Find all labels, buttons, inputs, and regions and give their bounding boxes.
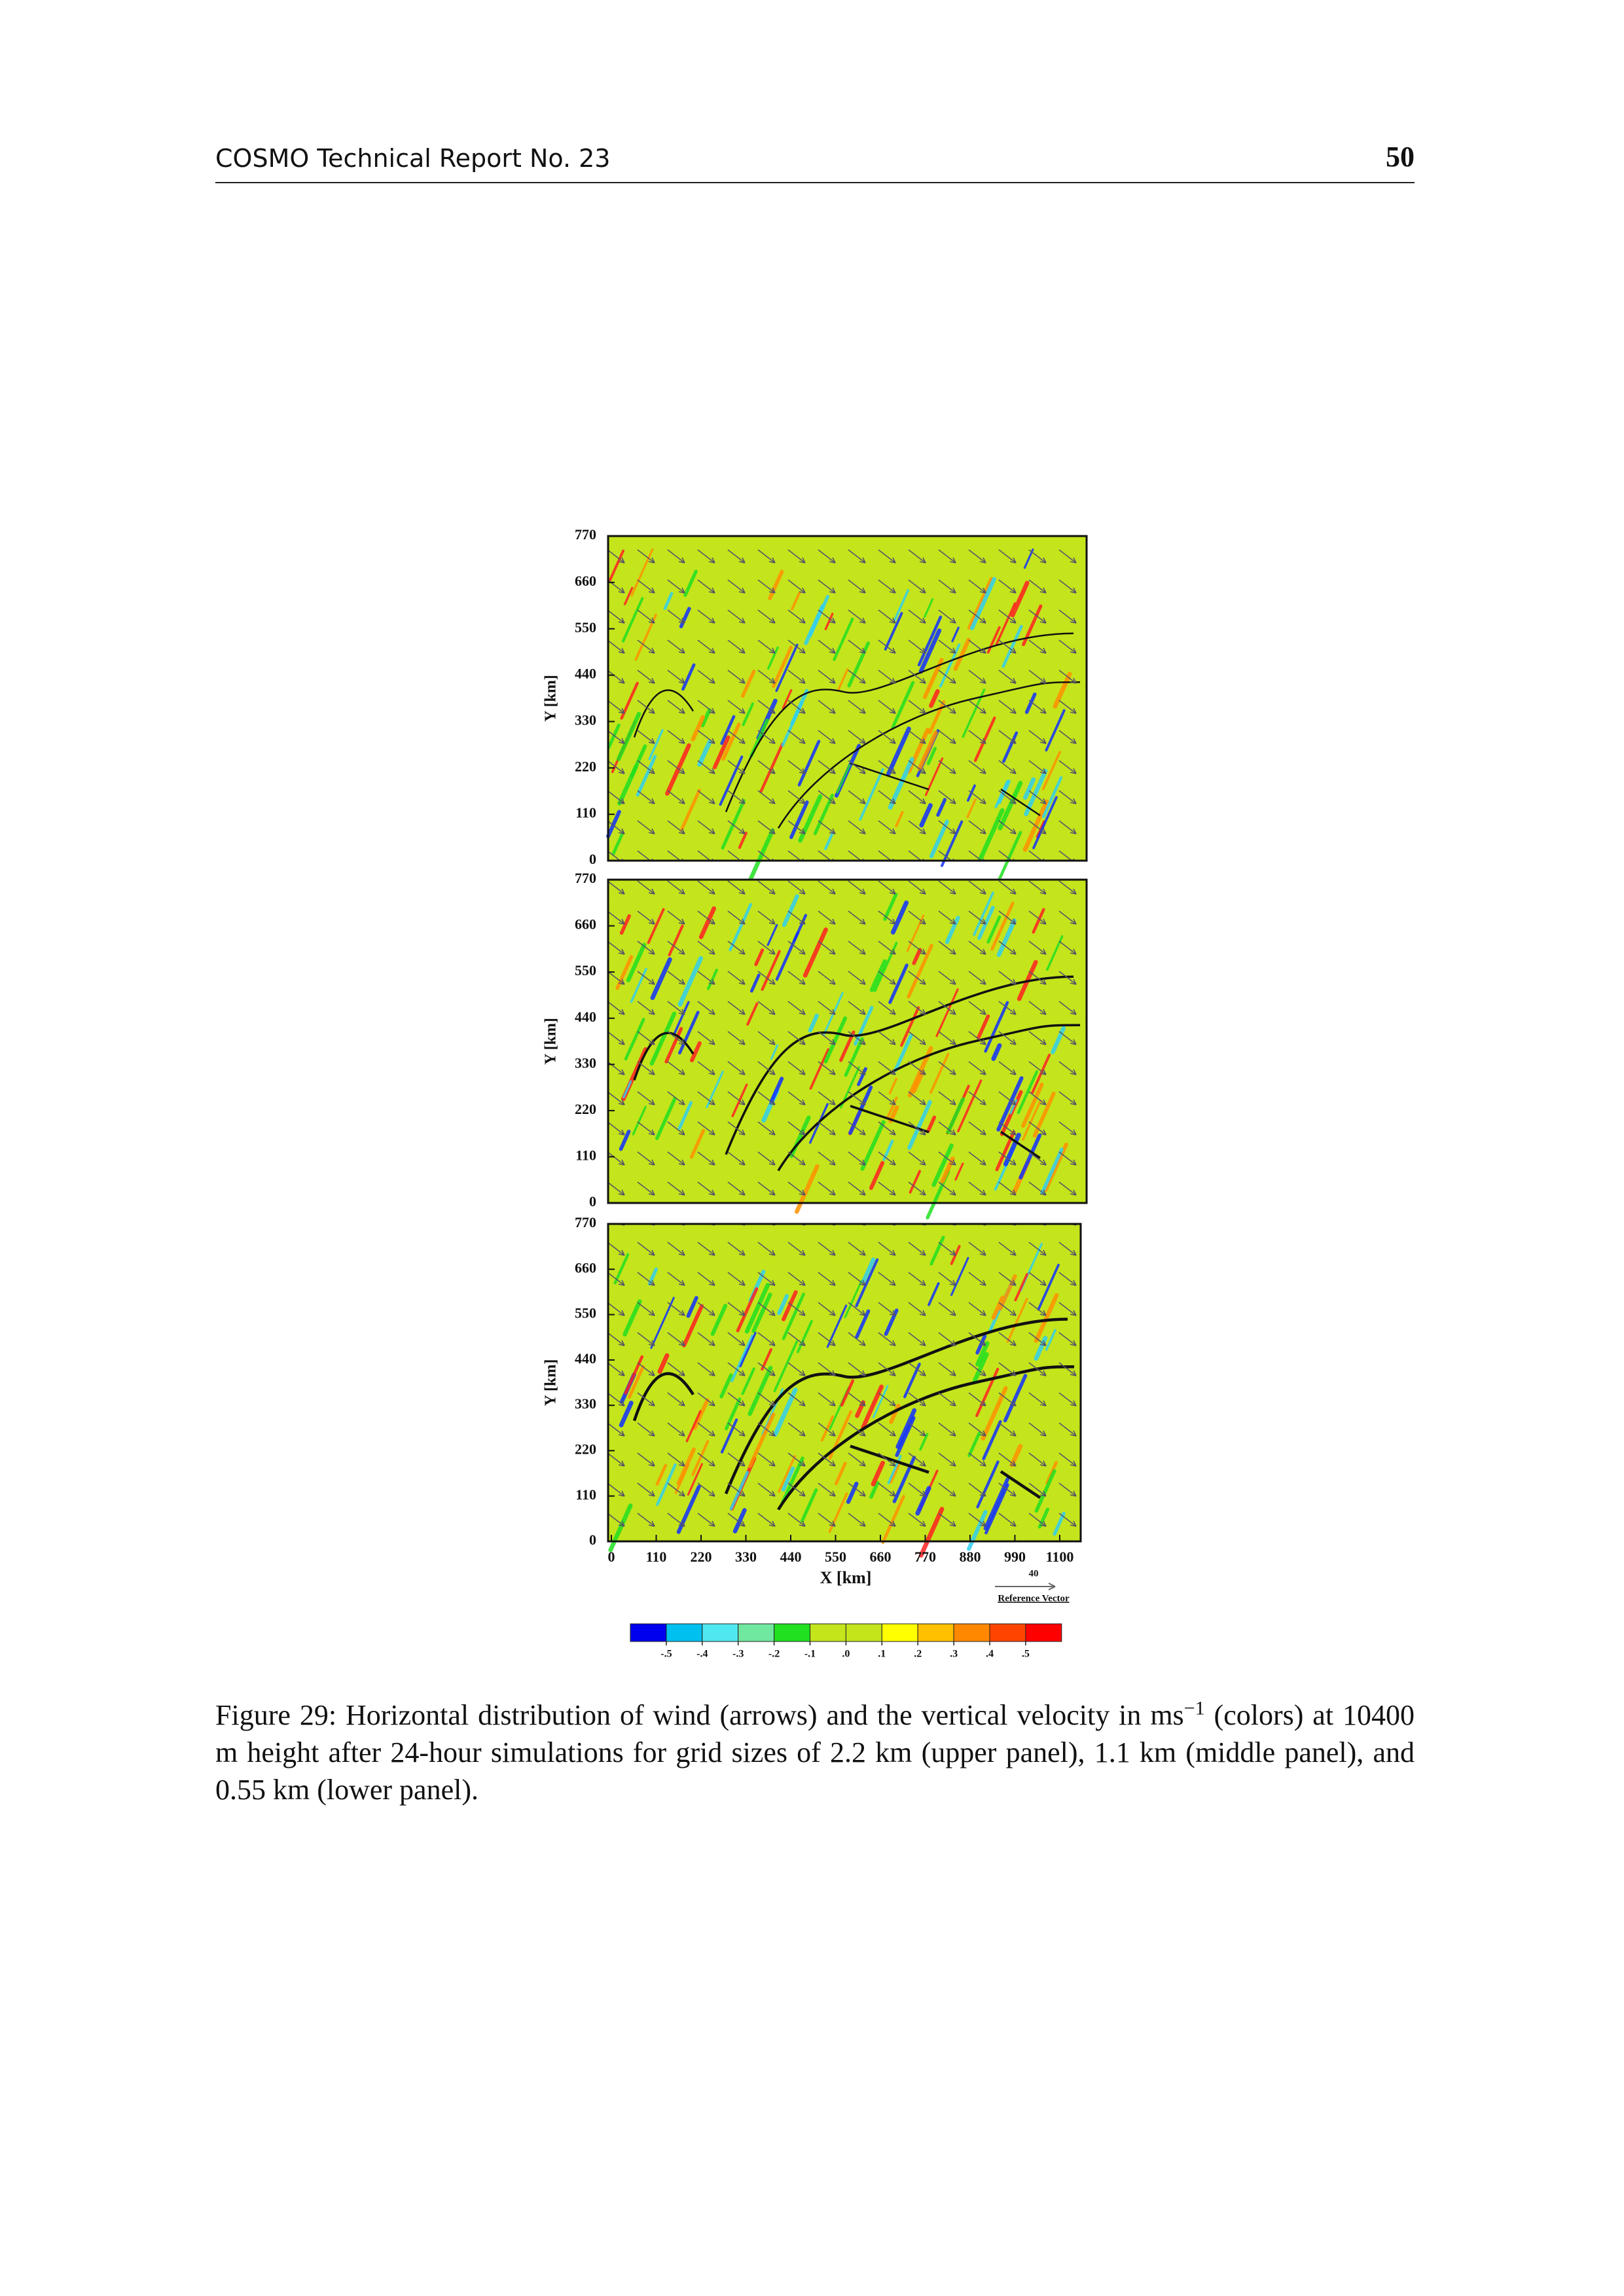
y-tick-label: 220	[575, 1441, 596, 1457]
caption-superscript: −1	[1183, 1697, 1205, 1719]
colorbar-tick-label: .1	[878, 1649, 886, 1660]
panel-frame	[607, 535, 1088, 862]
colorbar-cell	[989, 1623, 1026, 1642]
colorbar-tick-label: -.1	[804, 1649, 816, 1660]
y-tick-label: 770	[575, 870, 596, 886]
colorbar-cell	[702, 1623, 739, 1642]
reference-vector-arrow	[995, 1583, 1056, 1590]
figure-caption: Figure 29: Horizontal distribution of wi…	[215, 1696, 1415, 1808]
y-tick-label: 660	[575, 1259, 596, 1276]
y-tick-label: 660	[575, 573, 596, 589]
colorbar-cell	[666, 1623, 703, 1642]
wind-arrows	[608, 536, 1087, 861]
y-tick-label: 770	[575, 1214, 596, 1230]
colorbar-tick-label: .2	[914, 1649, 922, 1660]
y-tick-label: 0	[589, 1532, 596, 1548]
colorbar-tick-label: -.4	[696, 1649, 708, 1660]
page-number: 50	[1386, 141, 1415, 173]
y-tick-label: 220	[575, 1101, 596, 1117]
y-tick-label: 550	[575, 962, 596, 978]
colorbar-cell	[738, 1623, 775, 1642]
colorbar-cell	[953, 1623, 990, 1642]
x-tick-label: 770	[914, 1549, 936, 1565]
y-tick-label: 330	[575, 1395, 596, 1412]
colorbar-cell	[845, 1623, 882, 1642]
y-axis-label: Y [km]	[543, 1018, 560, 1065]
colorbar-cell	[810, 1623, 846, 1642]
colorbar-tick-label: .0	[842, 1649, 850, 1660]
header-rule	[215, 182, 1415, 183]
caption-text: (colors) at 10400 m height after 24-hour…	[215, 1699, 1415, 1806]
x-tick-label: 1100	[1046, 1549, 1074, 1565]
x-tick-label: 990	[1004, 1549, 1026, 1565]
colorbar-cell	[881, 1623, 918, 1642]
y-tick-label: 110	[575, 804, 596, 821]
caption-label: Figure 29:	[215, 1699, 337, 1731]
caption-text: Horizontal distribution of wind (arrows)…	[346, 1699, 1184, 1731]
wind-arrows	[608, 880, 1087, 1203]
panel-frame	[607, 878, 1088, 1204]
x-tick-label: 220	[690, 1549, 712, 1565]
x-tick-label: 330	[735, 1549, 757, 1565]
colorbar-tick-label: .4	[986, 1649, 994, 1660]
reference-vector-label: Reference Vector	[998, 1593, 1070, 1604]
colorbar-cell	[630, 1623, 667, 1642]
y-tick-label: 110	[575, 1486, 596, 1503]
x-tick-label: 660	[869, 1549, 891, 1565]
wind-arrows	[608, 1224, 1081, 1541]
colorbar-cell	[1025, 1623, 1062, 1642]
y-tick-label: 550	[575, 1305, 596, 1321]
colorbar-tick-label: -.2	[768, 1649, 780, 1660]
y-tick-label: 220	[575, 758, 596, 774]
x-tick-label: 0	[608, 1549, 615, 1565]
y-tick-label: 770	[575, 526, 596, 543]
x-tick-label: 550	[825, 1549, 846, 1565]
colorbar-tick-label: .3	[950, 1649, 958, 1660]
y-tick-label: 440	[575, 666, 596, 682]
y-tick-label: 660	[575, 916, 596, 933]
colorbar-tick-label: -.3	[732, 1649, 744, 1660]
y-tick-label: 440	[575, 1350, 596, 1367]
colorbar-cell	[774, 1623, 810, 1642]
x-tick-label: 440	[780, 1549, 801, 1565]
colorbar-tick-label: -.5	[660, 1649, 672, 1660]
x-tick-label: 880	[959, 1549, 981, 1565]
y-axis-label: Y [km]	[543, 1359, 560, 1407]
y-tick-label: 330	[575, 711, 596, 728]
colorbar-cell	[917, 1623, 954, 1642]
panel-frame	[607, 1223, 1082, 1543]
y-tick-label: 0	[589, 851, 596, 867]
y-tick-label: 110	[575, 1147, 596, 1163]
header-title: COSMO Technical Report No. 23	[215, 144, 611, 173]
y-tick-label: 330	[575, 1054, 596, 1071]
y-axis-label: Y [km]	[543, 675, 560, 722]
x-tick-label: 110	[646, 1549, 667, 1565]
reference-vector-value: 40	[1029, 1568, 1039, 1579]
y-tick-label: 0	[589, 1193, 596, 1210]
colorbar-tick-label: .5	[1022, 1649, 1030, 1660]
figure: 0 110 220 330 440 550 660 770 Y [km] 0 110 220 330 44…	[543, 526, 1088, 1660]
y-tick-label: 440	[575, 1009, 596, 1025]
y-tick-label: 550	[575, 619, 596, 636]
x-axis-label: X [km]	[820, 1568, 872, 1587]
